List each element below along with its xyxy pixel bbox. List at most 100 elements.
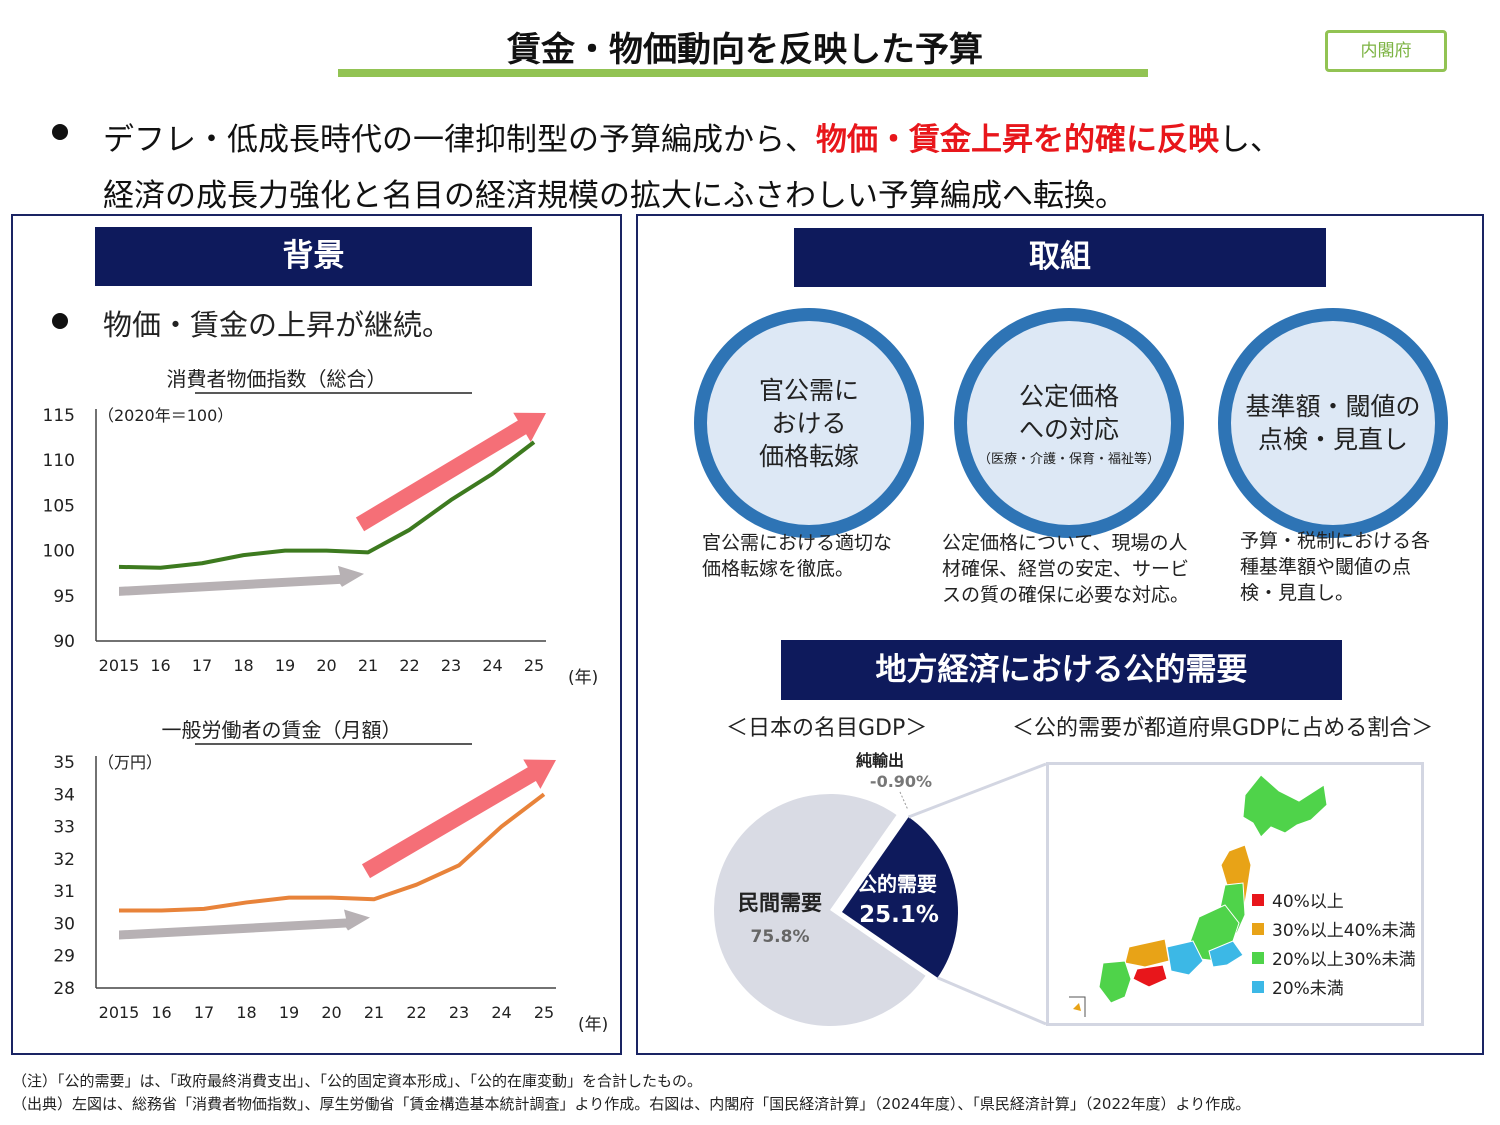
initiative-3-desc: 予算・税制における各 種基準額や閾値の点 検・見直し。 xyxy=(1240,530,1431,604)
bullet-icon xyxy=(52,124,68,140)
pie-label-private: 民間需要 xyxy=(738,891,822,915)
x-tick-label: 16 xyxy=(150,656,170,675)
y-tick-label: 100 xyxy=(43,542,75,562)
initiative-2-subtitle: （医療・介護・保育・福祉等） xyxy=(977,451,1160,467)
background-bullet-text: 物価・賃金の上昇が継続。 xyxy=(103,308,452,342)
y-tick-label: 34 xyxy=(53,785,75,805)
chart-unit-note: （万円） xyxy=(98,753,162,772)
map-legend-label: 30%以上40%未満 xyxy=(1272,921,1416,941)
x-tick-label: 21 xyxy=(358,656,378,675)
x-tick-label: 19 xyxy=(275,656,295,675)
pie-label-public: 公的需要 xyxy=(857,872,937,896)
chart-title: 一般労働者の賃金（月額） xyxy=(162,718,402,742)
initiative-circle-1: 官公需に おける 価格転嫁 xyxy=(694,308,924,538)
page-title: 賃金・物価動向を反映した予算 xyxy=(507,30,983,70)
map-legend-label: 40%以上 xyxy=(1272,892,1344,912)
legend-swatch-green xyxy=(1252,951,1264,964)
kinki-region xyxy=(1166,940,1204,976)
y-tick-label: 90 xyxy=(53,632,75,652)
footnote-source: （出典）左図は、総務省「消費者物価指数」、厚生労働省「賃金構造基本統計調査」より… xyxy=(12,1095,1251,1113)
initiative-3-title: 基準額・閾値の 点検・見直し xyxy=(1245,392,1421,454)
chart-unit-note: （2020年＝100） xyxy=(98,406,233,425)
x-tick-label: 24 xyxy=(482,656,502,675)
pie-slice-public xyxy=(842,816,958,978)
okinawa-inset-frame xyxy=(1069,996,1086,1017)
lead-line-2: 経済の成長力強化と名目の経済規模の拡大にふさわしい予算編成へ転換。 xyxy=(103,178,1126,214)
initiative-circle-2: 公定価格 への対応 （医療・介護・保育・福祉等） xyxy=(954,308,1184,538)
map-legend: 40%以上 30%以上40%未満 20%以上30%未満 20%未満 xyxy=(1252,885,1416,1001)
background-panel xyxy=(11,214,622,1055)
hokkaido-region xyxy=(1242,774,1328,838)
japan-map xyxy=(1069,774,1328,1017)
initiatives-heading: 取組 xyxy=(794,228,1326,287)
title-underline xyxy=(338,69,1148,77)
y-tick-label: 95 xyxy=(53,587,75,607)
shikoku-region xyxy=(1132,964,1168,988)
background-heading: 背景 xyxy=(95,227,532,286)
lead-text: デフレ・低成長時代の一律抑制型の予算編成から、物価・賃金上昇を的確に反映し、 経… xyxy=(103,112,1281,224)
pie-value-public: 25.1% xyxy=(859,902,939,928)
x-axis-unit: (年) xyxy=(568,668,598,688)
pie-value-private: 75.8% xyxy=(751,927,810,947)
lead-emphasis: 物価・賃金上昇を的確に反映 xyxy=(816,122,1219,158)
legend-swatch-blue xyxy=(1252,980,1264,993)
org-badge: 内閣府 xyxy=(1325,30,1447,72)
map-legend-item: 30%以上40%未満 xyxy=(1252,914,1416,943)
initiative-2-title: 公定価格 への対応 xyxy=(1018,381,1119,444)
x-tick-label: 2015 xyxy=(99,656,140,675)
y-tick-label: 28 xyxy=(53,979,75,999)
x-tick-label: 25 xyxy=(534,1003,554,1022)
initiatives-panel xyxy=(636,214,1484,1055)
map-legend-label: 20%未満 xyxy=(1272,979,1344,999)
x-tick-label: 25 xyxy=(524,656,544,675)
red-trend-arrow xyxy=(355,412,546,532)
y-tick-label: 105 xyxy=(43,496,75,516)
map-legend-label: 20%以上30%未満 xyxy=(1272,950,1416,970)
map-caption: ＜公的需要が都道府県GDPに占める割合＞ xyxy=(1012,716,1434,741)
okinawa-region xyxy=(1073,1003,1081,1011)
y-tick-label: 33 xyxy=(53,818,75,838)
chugoku-region xyxy=(1124,938,1170,968)
cpi-chart: 消費者物価指数（総合） （2020年＝100） 115 110 105 100 95 90 20… xyxy=(43,367,599,688)
map-legend-item: 20%未満 xyxy=(1252,972,1416,1001)
connector-line-top xyxy=(907,762,1047,819)
kanto-region xyxy=(1208,940,1244,968)
y-tick-label: 31 xyxy=(53,882,75,902)
lead-line-1: デフレ・低成長時代の一律抑制型の予算編成から、物価・賃金上昇を的確に反映し、 xyxy=(103,112,1281,168)
wage-chart: 一般労働者の賃金（月額）（万円） 35 34 33 32 31 30 29 28 2015 16 17… xyxy=(53,718,608,1035)
pie-slice-net-export xyxy=(830,816,908,911)
y-tick-label: 32 xyxy=(53,850,75,870)
connector-line-bottom xyxy=(936,976,1047,1026)
x-tick-label: 20 xyxy=(316,656,336,675)
x-tick-label: 24 xyxy=(491,1003,511,1022)
initiative-1-desc: 官公需における適切な 価格転嫁を徹底。 xyxy=(702,532,893,580)
x-tick-label: 22 xyxy=(399,656,419,675)
initiative-1-title: 官公需に おける 価格転嫁 xyxy=(758,375,859,471)
lead-line-1-post: し、 xyxy=(1219,122,1281,158)
x-tick-label: 23 xyxy=(441,656,461,675)
footnote-note: （注）「公的需要」は、「政府最終消費支出」、「公的固定資本形成」、「公的在庫変動… xyxy=(12,1072,703,1090)
x-tick-label: 2015 xyxy=(99,1003,140,1022)
pie-label-net-export: 純輸出 xyxy=(856,751,904,770)
regional-heading: 地方経済における公的需要 xyxy=(781,640,1342,700)
x-axis-unit: (年) xyxy=(578,1015,608,1035)
footnotes: （注）「公的需要」は、「政府最終消費支出」、「公的固定資本形成」、「公的在庫変動… xyxy=(12,1070,1250,1116)
pie-value-net-export: -0.90% xyxy=(870,772,932,791)
y-tick-label: 110 xyxy=(43,451,75,471)
bullet-icon xyxy=(52,313,68,329)
x-tick-label: 18 xyxy=(236,1003,256,1022)
x-tick-label: 20 xyxy=(321,1003,341,1022)
initiative-2-desc: 公定価格について、現場の人 材確保、経営の安定、サービ スの質の確保に必要な対応… xyxy=(942,532,1190,606)
x-tick-label: 16 xyxy=(151,1003,171,1022)
legend-swatch-orange xyxy=(1252,922,1264,935)
initiative-circle-3: 基準額・閾値の 点検・見直し xyxy=(1218,308,1448,538)
y-tick-label: 35 xyxy=(53,753,75,773)
gray-trend-arrow xyxy=(119,909,370,940)
chart-title: 消費者物価指数（総合） xyxy=(167,367,387,391)
gdp-pie-chart: 民間需要 75.8% 公的需要 25.1% 純輸出 -0.90% xyxy=(714,751,1047,1026)
x-tick-label: 17 xyxy=(194,1003,214,1022)
x-tick-label: 17 xyxy=(192,656,212,675)
x-tick-label: 23 xyxy=(449,1003,469,1022)
red-trend-arrow xyxy=(361,759,556,879)
kyushu-region xyxy=(1098,960,1132,1004)
